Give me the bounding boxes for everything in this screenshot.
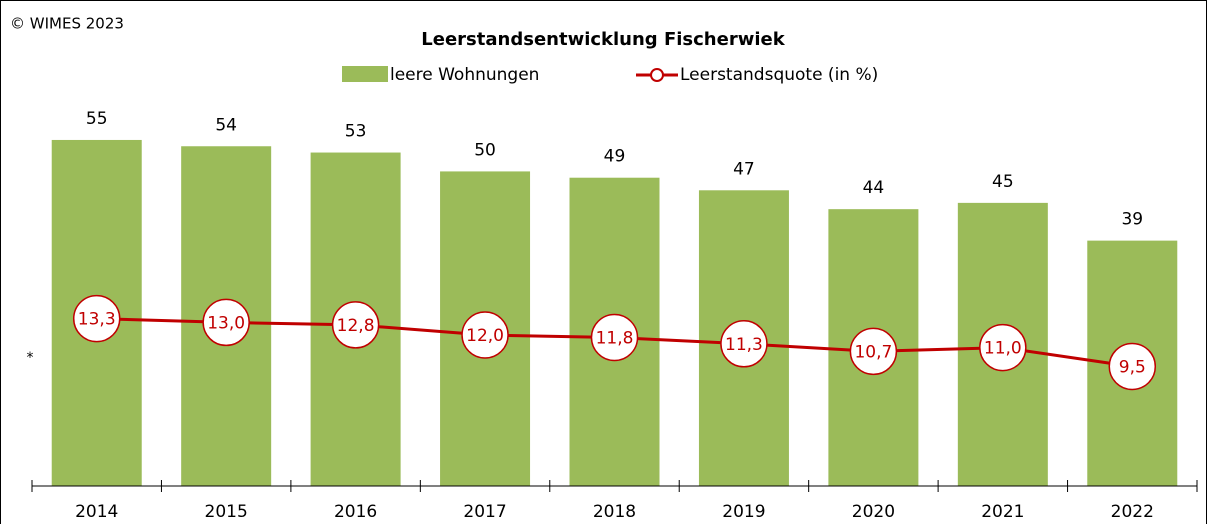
bar-label: 45 [992,172,1014,192]
line-marker [590,313,639,362]
bar-label: 39 [1121,210,1143,230]
line-marker [461,311,509,359]
legend-label: Leerstandsquote (in %) [680,65,878,85]
bar-label: 50 [474,140,496,160]
chart-title: Leerstandsentwicklung Fischerwiek [421,29,785,50]
line-label: 12,8 [337,316,375,336]
bar-label: 49 [604,147,626,167]
bar-label: 53 [345,122,367,142]
x-tick-label: 2019 [722,502,765,522]
copyright: © WIMES 2023 [10,15,124,33]
x-tick-label: 2016 [334,502,377,522]
line-marker [202,298,250,347]
line-marker [979,323,1027,372]
x-tick-label: 2020 [852,502,895,522]
legend-marker [650,68,664,82]
line-label: 11,0 [984,339,1022,359]
line-label: 12,0 [466,326,504,346]
bar-label: 47 [733,159,755,179]
line-label: 11,8 [596,329,634,349]
line-label: 9,5 [1119,357,1146,377]
line-marker [849,327,898,376]
legend-swatch [342,66,388,82]
bar-label: 55 [86,109,108,129]
line-label: 10,7 [854,342,892,362]
x-tick-label: 2017 [463,502,506,522]
line-label: 11,3 [725,335,763,355]
line-marker [1108,342,1157,391]
line-marker [72,294,121,343]
x-tick-label: 2022 [1111,502,1154,522]
x-tick-label: 2021 [981,502,1024,522]
bar-label: 54 [215,115,237,135]
annotation: * [27,350,34,366]
x-tick-label: 2014 [75,502,118,522]
line-label: 13,0 [207,313,245,333]
line-marker [331,301,380,349]
bar-label: 44 [863,178,885,198]
x-tick-label: 2018 [593,502,636,522]
x-tick-label: 2015 [205,502,248,522]
line-marker [720,320,768,368]
legend-label: leere Wohnungen [390,65,539,85]
line-label: 13,3 [78,310,116,330]
